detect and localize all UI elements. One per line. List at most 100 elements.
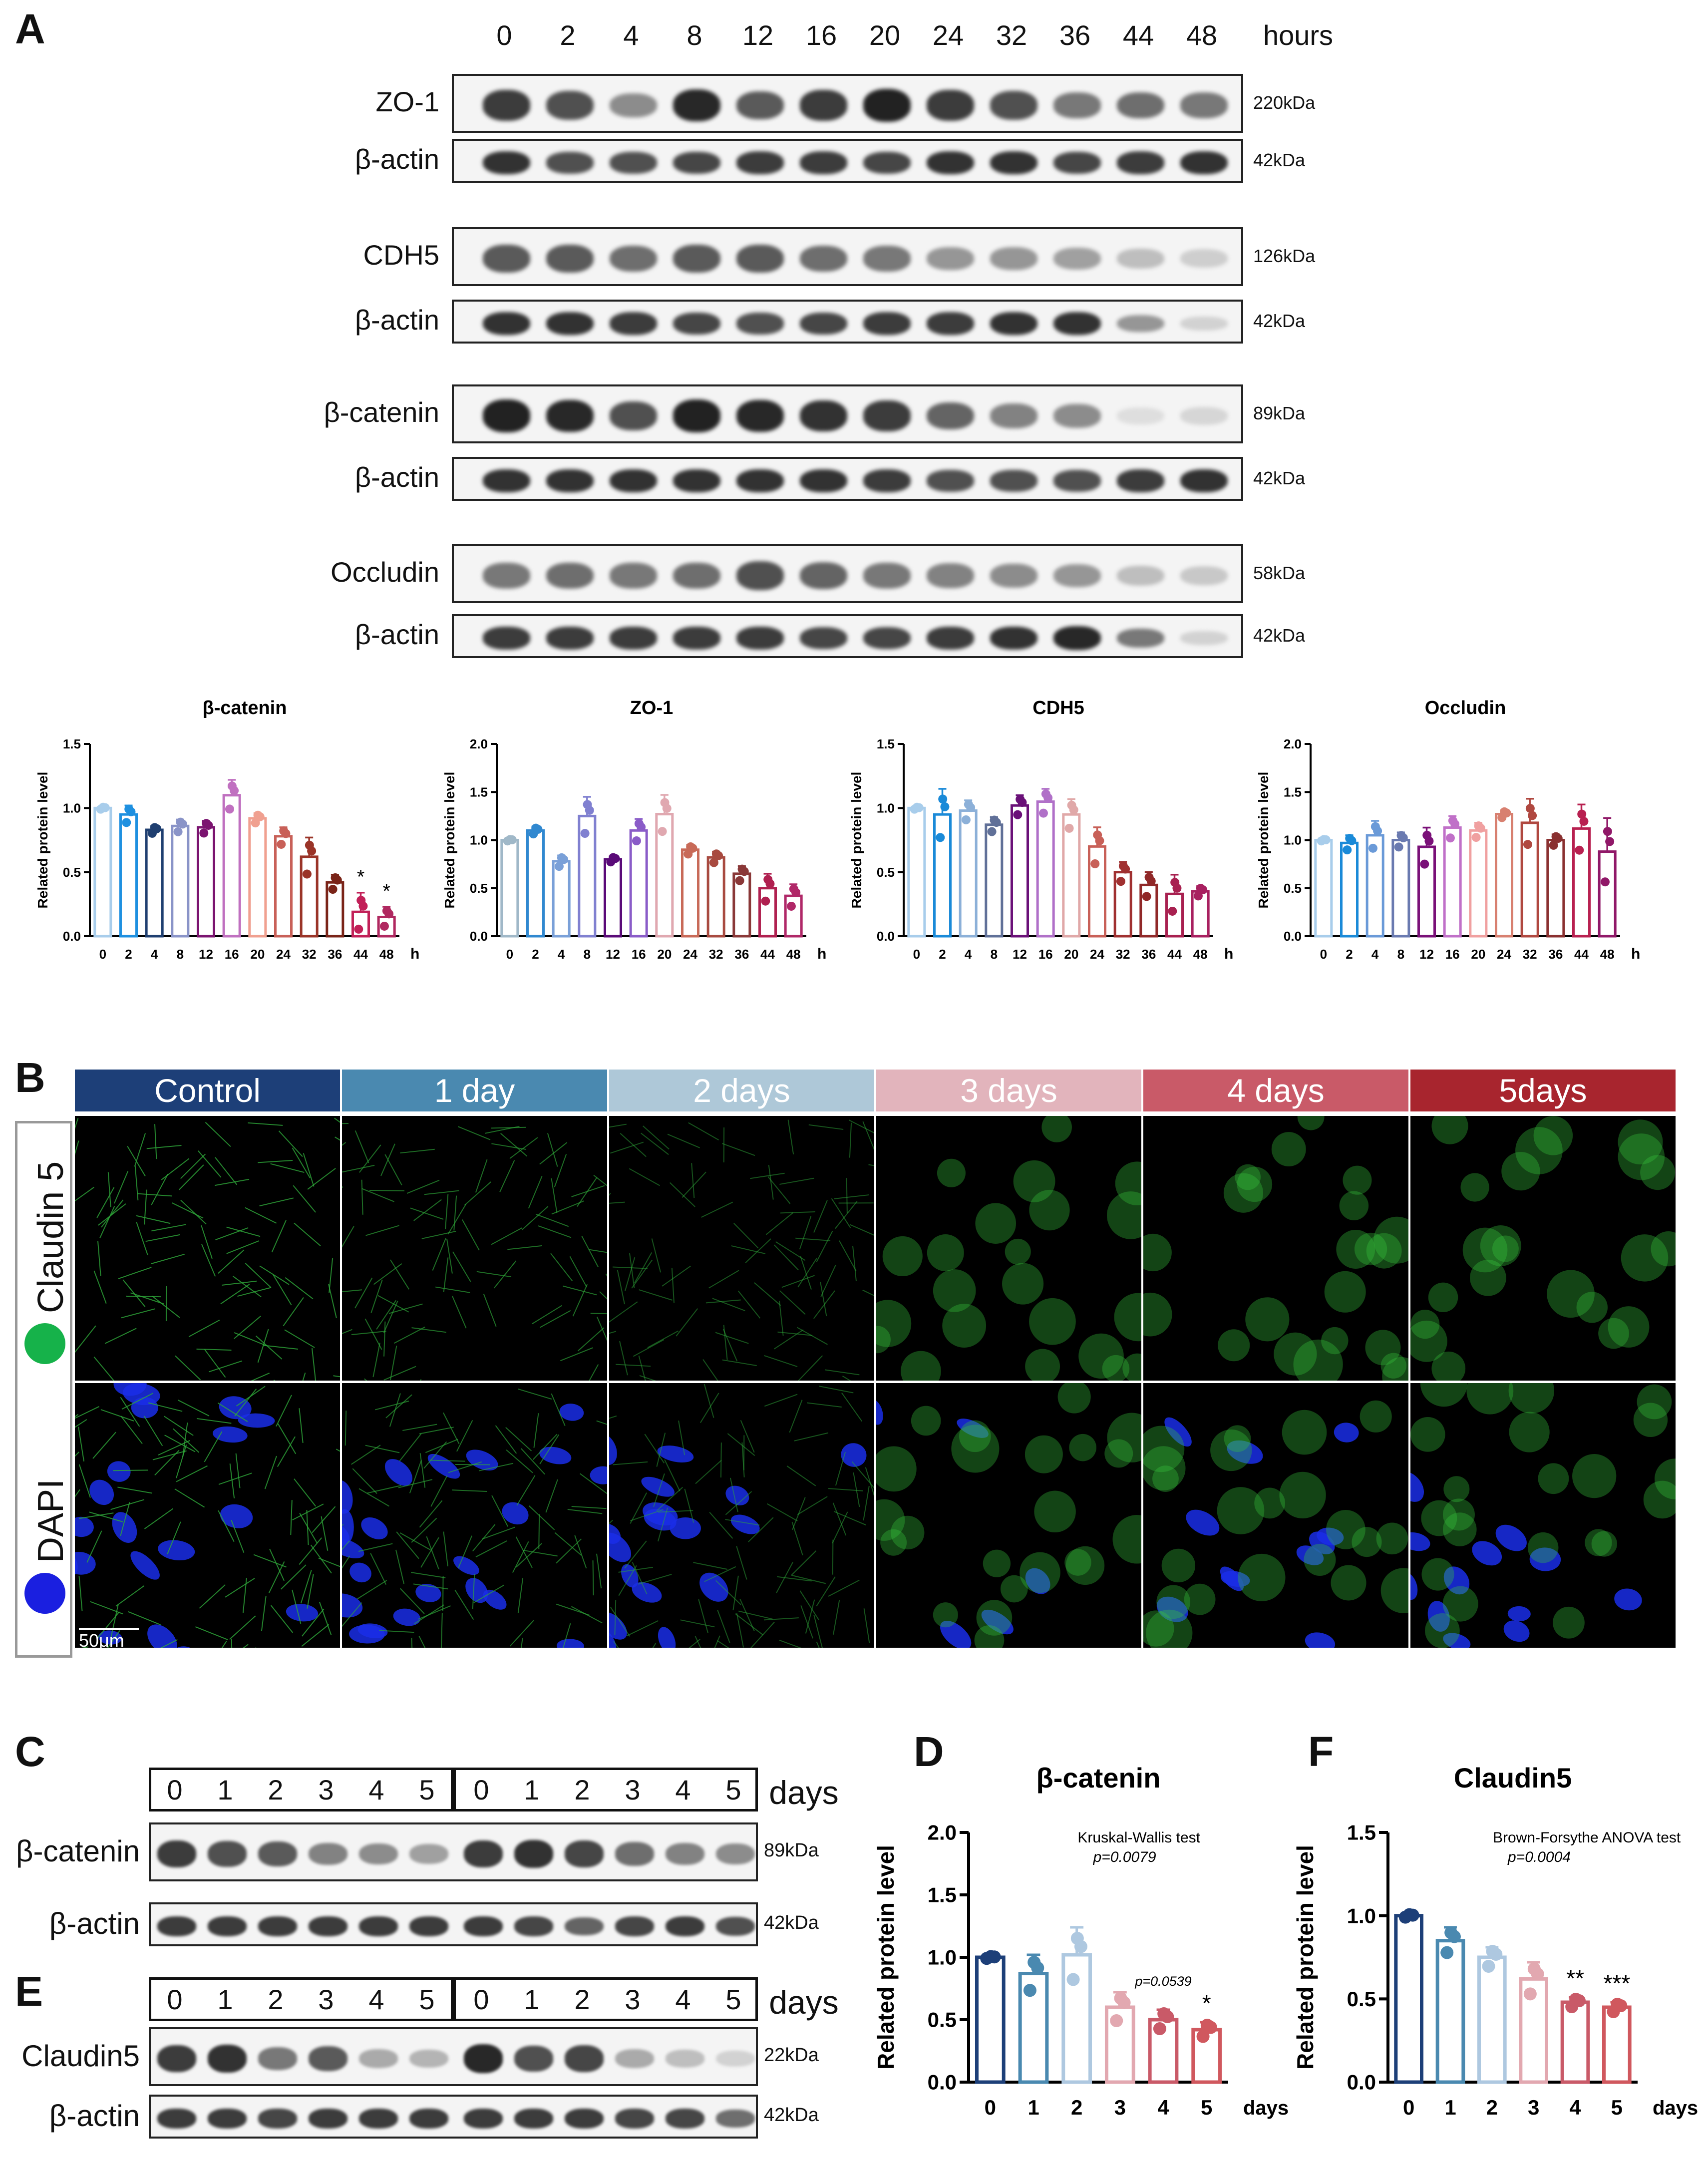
lane-label: 5 [419,1984,435,2015]
x-tick-label: 32 [302,947,317,962]
junction-strand [768,1165,774,1200]
blot-band [926,563,974,588]
x-tick-label: 16 [225,947,239,962]
blot-strip [149,1902,758,1946]
junction-strand [303,1153,315,1187]
junction-strand [294,1222,321,1246]
junction-strand [737,1290,761,1319]
junction-strand [523,1549,558,1557]
blot-band [1180,249,1228,268]
junction-strand [620,1132,647,1157]
junction-strand [158,1440,191,1456]
junction-strand [789,1400,803,1433]
x-tick-label: 24 [683,947,697,962]
junction-strand [399,1433,422,1461]
junction-strand [342,1186,343,1188]
junction-strand [868,1164,874,1166]
nucleus [1443,1566,1470,1595]
kda-label: 22kDa [764,2045,819,2066]
data-point [328,885,338,894]
blot-band [799,245,847,272]
lane-label: 8 [686,19,702,51]
junction-strand [195,1626,228,1641]
panel-letter-a: A [15,5,45,52]
x-tick-label: 44 [1167,947,1182,962]
lane-group-box [453,1768,758,1811]
blot-band [799,469,847,493]
junction-strand [101,1199,124,1228]
blot-band [1180,631,1228,645]
junction-strand [342,1602,362,1627]
bar [196,826,216,938]
column-header: Control [75,1070,340,1111]
junction-strand [741,1442,745,1477]
data-point [1450,819,1460,829]
data-point [384,909,394,919]
junction-strand [145,1234,180,1242]
data-point [940,802,950,811]
blot-band [673,627,720,650]
data-point [1066,1973,1080,1986]
data-point [1572,1994,1586,2007]
cytoplasmic-signal [1152,1465,1179,1492]
blot-band [514,1916,553,1936]
junction-strand [698,1599,708,1633]
junction-strand [334,1117,340,1123]
bar [985,823,1004,938]
blot-band [157,2108,196,2129]
blot-band [1180,317,1228,331]
junction-strand [448,1461,482,1473]
data-point [1577,809,1587,819]
blot-band [736,91,784,120]
lane-label: 12 [742,19,774,51]
junction-strand [791,1574,826,1584]
junction-strand [624,1257,636,1291]
blot-band [546,312,594,336]
x-tick-label: 3 [1528,2096,1539,2119]
junction-strand [130,1292,164,1305]
lane-label: 16 [805,19,837,51]
x-tick-label: 4 [1157,2096,1169,2119]
blot-band [673,244,720,273]
junction-strand [589,1249,607,1253]
nucleus [158,1540,195,1561]
data-point [1347,836,1357,845]
junction-strand [136,1221,148,1255]
lane-label: 5 [419,1774,435,1806]
junction-strand [764,1394,798,1407]
x-tick-label: 4 [558,947,565,962]
junction-strand [701,1201,733,1218]
cytoplasmic-signal [1442,1498,1475,1531]
micrograph-texture [342,1388,607,1648]
data-point [1600,877,1610,887]
junction-strand [482,1526,515,1540]
junction-strand [571,1185,605,1197]
x-axis-unit: days [1243,2097,1289,2119]
junction-strand [842,1375,851,1381]
junction-strand [440,1613,443,1648]
nucleus [1495,1524,1527,1551]
cytoplasmic-signal [1065,1546,1105,1585]
junction-strand [731,1245,766,1254]
blot-band [799,312,847,335]
junction-strand [571,1505,607,1509]
junction-strand [352,1468,377,1494]
junction-strand [638,1355,646,1381]
cytoplasmic-signal [1223,1173,1264,1213]
blot-band [673,399,720,432]
junction-strand [229,1615,256,1640]
nucleus [415,1584,441,1602]
lane-label: 2 [574,1984,590,2015]
junction-strand [632,1562,648,1594]
blot-band [409,1916,448,1937]
blot-band [799,90,847,121]
chart-title: Occludin [1425,698,1506,719]
cytoplasmic-signal [1146,1609,1193,1648]
cytoplasmic-signal [1533,1116,1573,1155]
cytoplasmic-signal [1143,1610,1174,1647]
data-point [1204,2021,1217,2034]
junction-strand [841,1392,863,1422]
junction-strand [580,1473,607,1494]
blot-band [464,1916,503,1937]
blot-band [482,244,530,273]
